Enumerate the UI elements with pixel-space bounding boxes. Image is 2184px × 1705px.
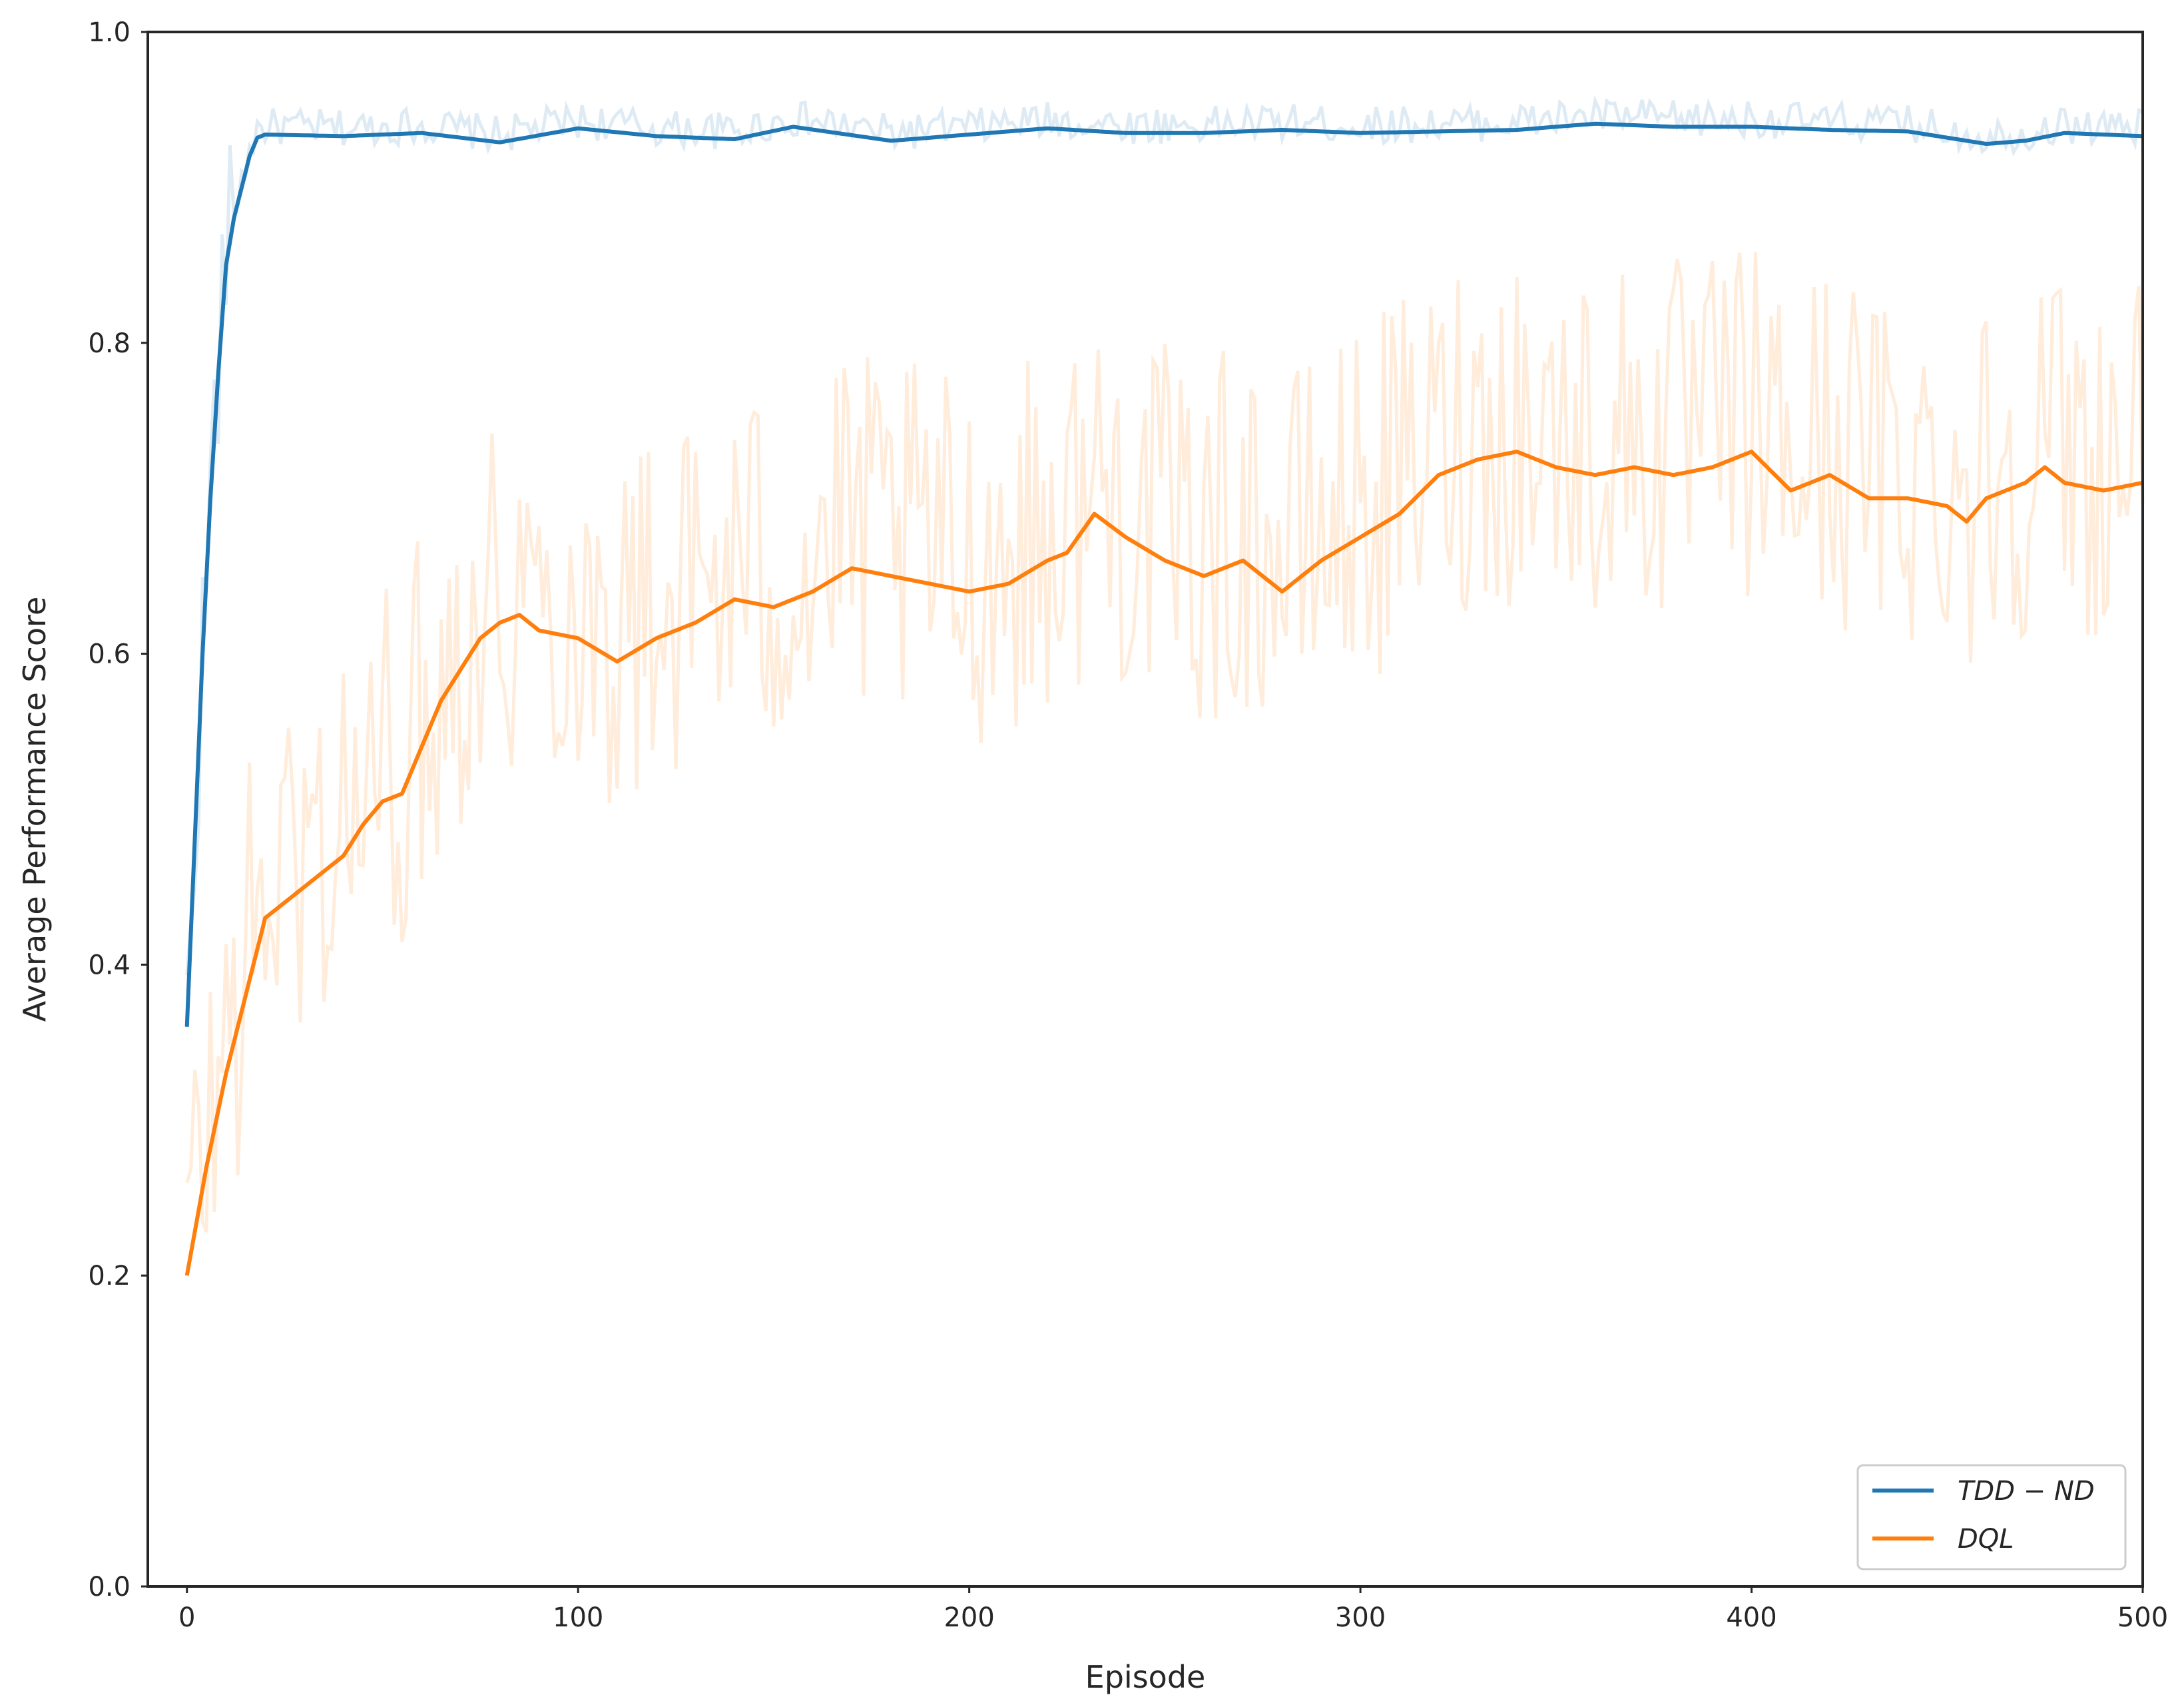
smoothed-series-layer [184,121,2143,1276]
legend-label-dql: DQL [1958,1524,2014,1554]
raw-series-line [185,95,2144,976]
legend: TDD − ND DQL [1856,1464,2127,1570]
y-tick-label: 0.4 [88,950,131,980]
plot-frame [146,31,2144,1588]
y-axis: 0.0 0.2 0.4 0.6 0.8 1.0 [88,17,148,1602]
x-tick-label: 300 [1335,1602,1386,1633]
y-tick-label: 0.2 [88,1261,131,1291]
smoothed-series-line [184,121,2143,1027]
raw-series-layer [185,95,2145,1233]
x-tick-label: 400 [1726,1602,1776,1633]
x-tick-label: 0 [178,1602,195,1633]
y-axis-label: Average Performance Score [17,597,53,1022]
y-tick-label: 1.0 [88,17,131,48]
legend-label-tdd-nd: TDD − ND [1958,1476,2095,1507]
x-tick-label: 500 [2117,1602,2168,1633]
raw-series-line [185,252,2145,1233]
y-tick-label: 0.0 [88,1572,131,1602]
y-tick-label: 0.8 [88,328,131,359]
smoothed-series-line [184,450,2143,1276]
x-tick-label: 200 [944,1602,994,1633]
x-tick-label: 100 [553,1602,603,1633]
x-axis: 0 100 200 300 400 500 [178,1586,2168,1633]
x-axis-label: Episode [1085,1659,1206,1695]
y-tick-label: 0.6 [88,639,131,670]
